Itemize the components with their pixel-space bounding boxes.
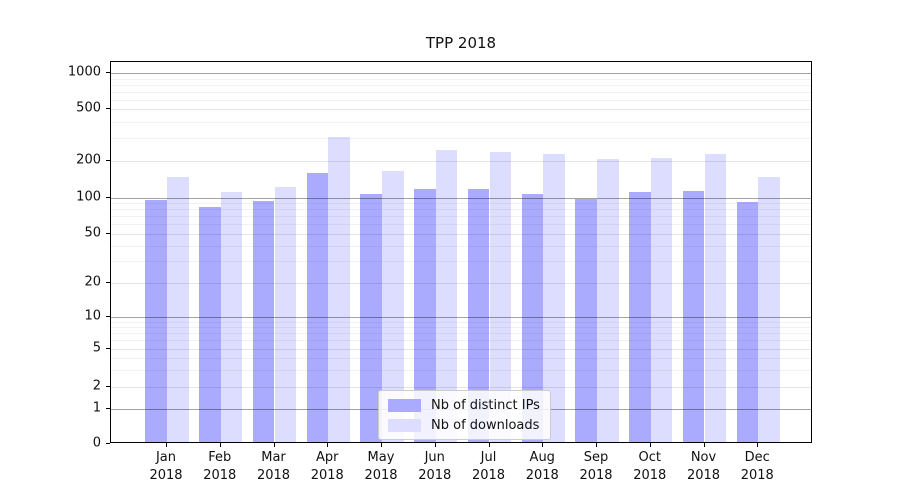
chart-title: TPP 2018 [425,34,497,52]
bar-ips-nov [682,190,705,442]
x-tick-label-jul: Jul 2018 [471,450,506,483]
x-tick-label-may: May 2018 [364,450,398,483]
legend-swatch-distinct-ips [388,398,421,412]
bar-downloads-dec [758,177,780,442]
x-tick-label-mar: Mar 2018 [256,450,291,483]
bar-ips-apr [306,172,329,442]
x-tick-label-jun: Jun 2018 [418,450,452,483]
x-tick-label-sep: Sep 2018 [579,450,613,483]
bar-downloads-jan [167,176,189,442]
bar-ips-feb [199,206,221,442]
x-tick-label-jan: Jan 2018 [149,450,183,483]
x-tick-sep [596,443,597,447]
y-tick-1000 [106,72,110,74]
y-tick-label-10: 10 [84,308,101,324]
x-tick-mar [273,443,275,447]
y-tick-label-1: 1 [92,400,101,416]
bar-downloads-apr [328,136,350,442]
x-tick-dec [757,443,759,447]
legend-item-distinct-ips: Nb of distinct IPs [388,395,540,415]
y-tick-label-200: 200 [76,152,101,168]
bar-downloads-oct [650,158,673,442]
y-tick-500 [106,108,110,110]
x-tick-apr [327,443,329,447]
x-tick-jun [434,443,436,447]
y-tick-50 [106,232,110,234]
y-tick-20 [106,282,110,284]
y-tick-10 [106,316,110,317]
bar-downloads-nov [704,154,727,442]
x-tick-feb [219,443,221,447]
y-tick-0 [106,442,110,444]
x-tick-label-aug: Aug 2018 [525,450,559,483]
bar-downloads-sep [597,159,619,442]
y-tick-label-1000: 1000 [67,64,101,80]
y-tick-200 [106,160,110,161]
bar-ips-sep [575,199,597,442]
bar-downloads-feb [220,191,243,442]
y-tick-label-500: 500 [76,100,101,116]
bar-ips-jan [145,200,167,442]
x-tick-jul [488,443,490,447]
y-tick-label-100: 100 [76,189,101,205]
bars-layer [111,62,811,442]
bar-downloads-aug [543,153,565,442]
x-tick-label-oct: Oct 2018 [633,450,667,483]
y-tick-label-50: 50 [84,225,101,241]
bar-downloads-mar [274,187,297,442]
y-tick-1 [106,407,110,409]
y-tick-label-0: 0 [92,435,101,451]
bar-downloads-jun [435,150,458,442]
legend-item-downloads: Nb of downloads [388,415,540,435]
bar-downloads-may [382,170,404,442]
x-tick-nov [703,443,705,447]
x-tick-label-dec: Dec 2018 [740,450,774,483]
y-tick-label-2: 2 [92,378,101,394]
x-tick-label-feb: Feb 2018 [203,450,237,483]
x-tick-label-apr: Apr 2018 [310,450,344,483]
bar-ips-dec [736,202,759,442]
legend-label-downloads: Nb of downloads [431,417,540,433]
y-tick-label-20: 20 [84,274,101,290]
bar-ips-may [360,193,382,442]
y-tick-label-5: 5 [92,340,101,355]
legend-swatch-downloads [388,418,421,432]
bar-ips-aug [521,193,544,442]
y-tick-2 [106,386,110,387]
bar-ips-jul [467,189,490,442]
x-tick-jan [166,443,167,447]
plot-area [110,61,812,443]
bar-downloads-jul [489,152,512,442]
legend-label-distinct-ips: Nb of distinct IPs [431,397,540,413]
x-tick-label-nov: Nov 2018 [686,450,721,483]
y-tick-100 [106,196,110,198]
bar-ips-jun [414,189,436,442]
legend: Nb of distinct IPs Nb of downloads [378,390,551,440]
x-tick-aug [542,443,544,447]
x-tick-oct [649,443,651,447]
bar-ips-mar [252,201,275,442]
y-tick-5 [106,347,110,349]
x-tick-may [381,443,382,447]
bar-ips-oct [629,191,651,442]
